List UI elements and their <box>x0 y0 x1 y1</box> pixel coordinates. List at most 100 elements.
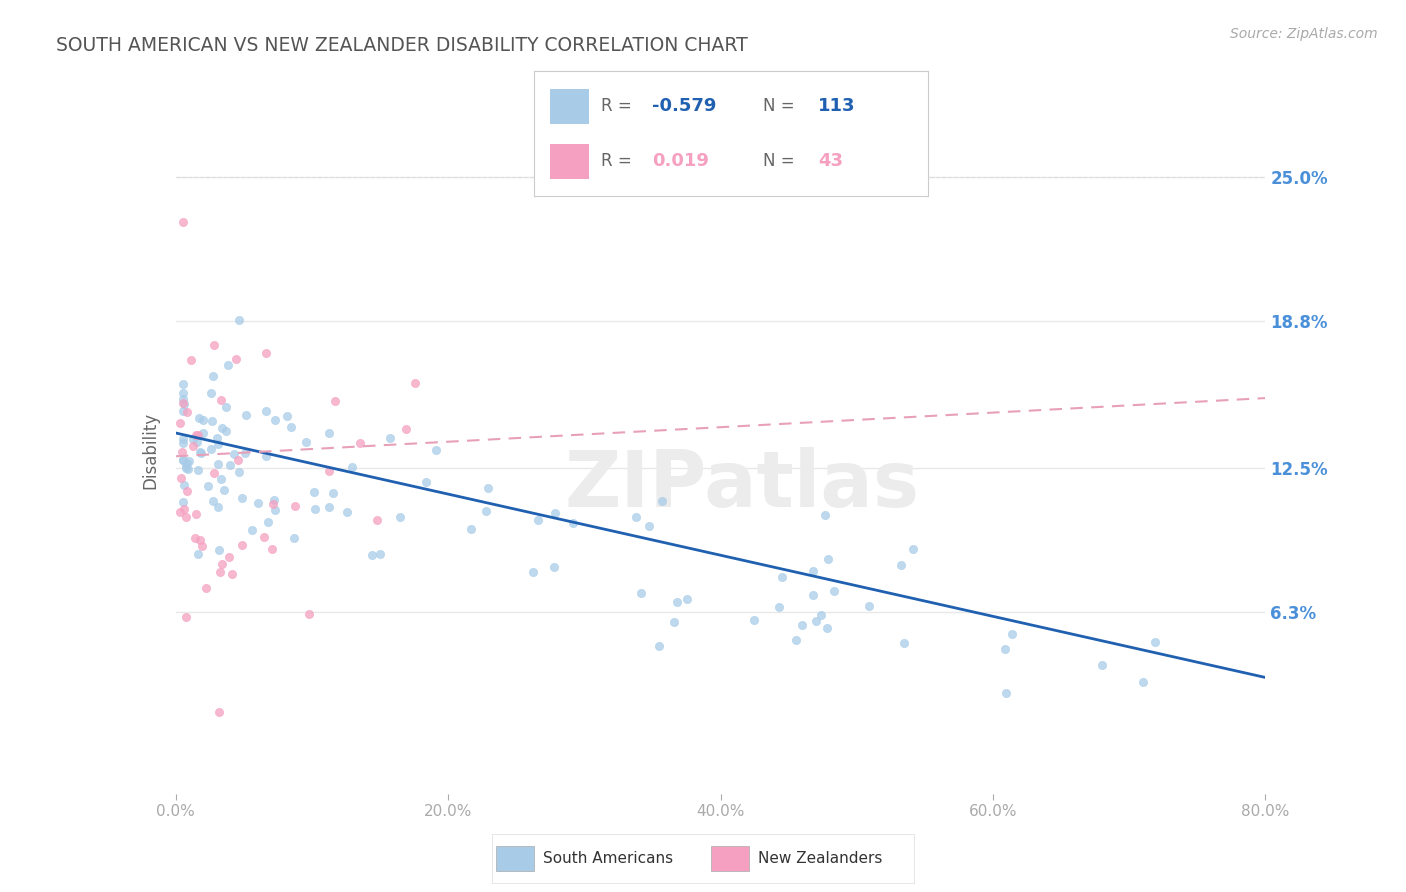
Point <box>218 550 240 565</box>
Point <box>209 393 232 408</box>
Point <box>200 442 222 456</box>
Point <box>323 393 346 408</box>
Point <box>207 500 229 515</box>
Point <box>188 444 211 458</box>
FancyBboxPatch shape <box>550 89 589 124</box>
Point <box>176 483 198 498</box>
Point <box>186 435 208 450</box>
Point <box>231 491 253 505</box>
Point <box>792 617 814 632</box>
Point <box>460 522 482 536</box>
Point <box>208 542 231 557</box>
Point <box>1132 674 1154 689</box>
Y-axis label: Disability: Disability <box>142 412 160 489</box>
Point <box>200 385 222 400</box>
Point <box>785 632 807 647</box>
Point <box>184 427 207 442</box>
Point <box>262 497 284 511</box>
Point <box>543 559 565 574</box>
Point <box>302 485 325 500</box>
Point <box>817 552 839 566</box>
Point <box>395 422 418 436</box>
Point <box>228 465 250 479</box>
Point <box>264 412 287 426</box>
Point <box>212 483 235 497</box>
Point <box>247 496 270 510</box>
Point <box>318 464 340 478</box>
Point <box>215 424 238 438</box>
Point <box>173 397 195 411</box>
Point <box>240 523 263 537</box>
Point <box>322 485 344 500</box>
Point <box>475 504 498 518</box>
Point <box>202 466 225 480</box>
Point <box>205 431 228 445</box>
Point <box>624 509 647 524</box>
Point <box>318 425 340 440</box>
Point <box>810 607 832 622</box>
Point <box>815 620 838 634</box>
Point <box>176 405 198 419</box>
Point <box>425 443 447 458</box>
Text: South Americans: South Americans <box>543 851 673 866</box>
Point <box>172 214 194 228</box>
Point <box>283 531 305 545</box>
Text: R =: R = <box>602 153 643 170</box>
Point <box>340 460 363 475</box>
Point <box>174 510 197 524</box>
Text: 0.019: 0.019 <box>652 153 709 170</box>
Point <box>404 376 426 390</box>
Point <box>676 592 699 607</box>
Point <box>207 437 229 451</box>
Point <box>191 539 214 553</box>
Point <box>208 706 231 720</box>
Point <box>254 404 277 418</box>
Point <box>172 396 194 410</box>
Point <box>318 500 340 515</box>
Point <box>174 610 197 624</box>
Point <box>415 475 437 490</box>
Point <box>187 547 209 561</box>
Point <box>170 471 193 485</box>
Point <box>295 435 318 450</box>
Point <box>225 352 247 367</box>
Point <box>638 519 661 533</box>
FancyBboxPatch shape <box>496 847 534 871</box>
Point <box>254 449 277 463</box>
Point <box>664 615 686 630</box>
Point <box>207 457 229 471</box>
Point <box>858 599 880 614</box>
Point <box>209 472 232 486</box>
Point <box>177 454 200 468</box>
Point <box>170 445 193 459</box>
Point <box>366 513 388 527</box>
Text: Source: ZipAtlas.com: Source: ZipAtlas.com <box>1230 27 1378 41</box>
Point <box>172 404 194 418</box>
Point <box>263 492 285 507</box>
Point <box>187 428 209 442</box>
Point <box>190 446 212 460</box>
Point <box>195 581 218 595</box>
Point <box>544 506 567 520</box>
Point <box>172 453 194 467</box>
Point <box>893 636 915 650</box>
Point <box>184 531 207 545</box>
Point <box>349 435 371 450</box>
Point <box>226 452 249 467</box>
Point <box>280 420 302 434</box>
Point <box>176 462 198 476</box>
Text: -0.579: -0.579 <box>652 97 717 115</box>
Point <box>217 358 239 372</box>
Point <box>215 400 238 414</box>
Point <box>378 431 401 445</box>
Point <box>172 453 194 467</box>
Point <box>211 421 233 435</box>
Point <box>228 313 250 327</box>
Point <box>172 386 194 401</box>
Text: New Zealanders: New Zealanders <box>758 851 882 866</box>
Point <box>742 613 765 627</box>
Point <box>901 541 924 556</box>
Point <box>477 481 499 495</box>
Point <box>304 501 326 516</box>
Point <box>173 501 195 516</box>
